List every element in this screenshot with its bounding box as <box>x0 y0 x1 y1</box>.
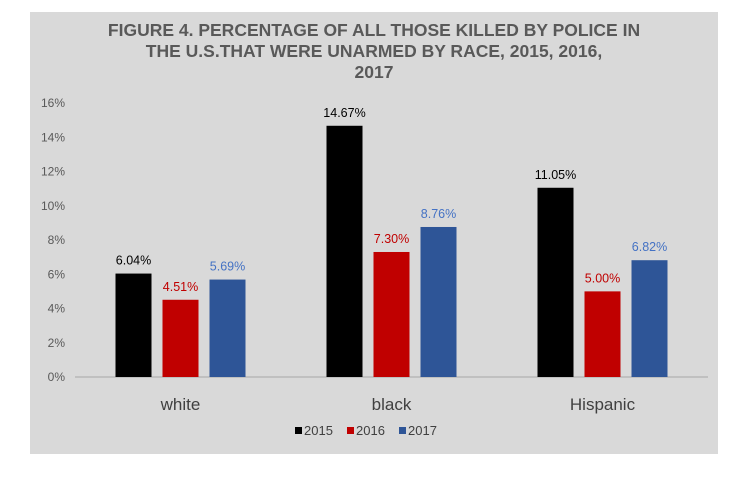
bar-2015-black <box>326 125 363 378</box>
bar-2015-white <box>115 273 152 377</box>
data-label: 8.76% <box>421 207 456 221</box>
data-label: 14.67% <box>323 106 365 120</box>
bar-2017-white <box>209 279 246 377</box>
legend-label: 2015 <box>304 423 333 438</box>
category-label: black <box>372 395 412 414</box>
data-label: 7.30% <box>374 232 409 246</box>
data-label: 5.00% <box>585 271 620 285</box>
legend-swatch-2017 <box>399 427 406 434</box>
data-label: 5.69% <box>210 260 245 274</box>
category-label: white <box>160 395 201 414</box>
chart-title: FIGURE 4. PERCENTAGE OF ALL THOSE KILLED… <box>30 20 718 83</box>
chart-title-line-3: 2017 <box>354 62 394 82</box>
y-tick-label: 14% <box>41 130 65 144</box>
y-tick-label: 6% <box>48 267 66 281</box>
legend-swatch-2015 <box>295 427 302 434</box>
legend-label: 2016 <box>356 423 385 438</box>
legend-label: 2017 <box>408 423 437 438</box>
y-tick-label: 10% <box>41 199 65 213</box>
bar-2015-Hispanic <box>537 187 574 377</box>
y-tick-label: 0% <box>48 370 66 384</box>
chart-panel: FIGURE 4. PERCENTAGE OF ALL THOSE KILLED… <box>30 12 718 454</box>
category-label: Hispanic <box>570 395 636 414</box>
bar-2017-black <box>420 226 457 377</box>
legend-swatch-2016 <box>347 427 354 434</box>
bar-2017-Hispanic <box>631 260 668 377</box>
data-label: 6.82% <box>632 240 667 254</box>
bar-2016-white <box>162 299 199 377</box>
data-label: 11.05% <box>535 168 576 182</box>
bar-chart: 0% 2% 4% 6% 8% 10% 12% 14% 16% 6.04% 4.51% 5.69% whi… <box>41 96 708 438</box>
y-tick-label: 12% <box>41 165 65 179</box>
y-tick-label: 8% <box>48 233 66 247</box>
bar-2016-black <box>373 251 410 377</box>
y-tick-label: 16% <box>41 96 65 110</box>
data-label: 6.04% <box>116 254 151 268</box>
data-label: 4.51% <box>163 280 198 294</box>
y-tick-label: 2% <box>48 336 66 350</box>
chart-title-line-2: THE U.S.THAT WERE UNARMED BY RACE, 2015,… <box>145 41 603 61</box>
chart-title-line-1: FIGURE 4. PERCENTAGE OF ALL THOSE KILLED… <box>107 20 641 40</box>
bar-2016-Hispanic <box>584 291 621 377</box>
y-tick-label: 4% <box>48 302 66 316</box>
